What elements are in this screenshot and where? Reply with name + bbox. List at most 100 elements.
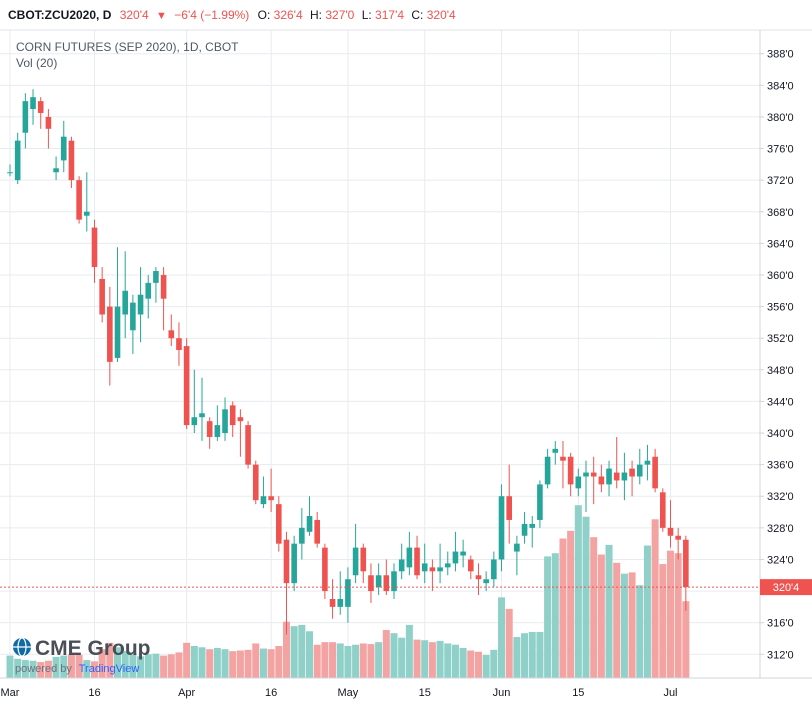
volume-bar xyxy=(60,655,68,678)
volume-bar xyxy=(467,650,475,678)
candle-body xyxy=(475,575,482,580)
candle-body xyxy=(644,460,651,465)
time-tick-label: 15 xyxy=(572,687,584,699)
volume-bar xyxy=(282,621,290,678)
volume-bar xyxy=(436,640,444,678)
volume-bar xyxy=(21,660,29,678)
candle-body xyxy=(606,468,612,485)
close-value: 320'4 xyxy=(427,8,456,22)
change-down-icon: ▼ xyxy=(156,10,167,22)
candle-body xyxy=(636,464,643,477)
series-legend[interactable]: CORN FUTURES (SEP 2020), 1D, CBOT xyxy=(16,40,239,54)
volume-bar xyxy=(666,550,674,678)
candle-body xyxy=(629,468,635,477)
candle-body xyxy=(621,472,628,481)
symbol[interactable]: CBOT:ZCU2020, D xyxy=(8,8,112,22)
volume-bar xyxy=(613,562,621,678)
volume-bar xyxy=(682,601,690,678)
volume-bar xyxy=(175,652,183,678)
candle-body xyxy=(137,294,144,315)
cme-logo: CME Group powered by TradingView xyxy=(13,637,151,675)
candle-body xyxy=(276,504,282,544)
volume-bar xyxy=(190,646,198,678)
volume-bar xyxy=(229,651,237,678)
candle-body xyxy=(506,496,512,520)
candle-body xyxy=(268,496,274,501)
candle-body xyxy=(199,413,205,418)
candle-body xyxy=(114,306,121,358)
volume-bar xyxy=(144,654,152,678)
volume-bar xyxy=(567,530,575,678)
candle-body xyxy=(45,116,52,129)
candle-body xyxy=(360,547,367,572)
time-tick-label: Jul xyxy=(663,687,677,699)
volume-bar xyxy=(390,633,398,678)
candle-body xyxy=(283,539,290,584)
cme-logo-text: CME Group xyxy=(35,637,151,660)
volume-bar xyxy=(29,660,37,678)
price-tick-label: 340'0 xyxy=(767,428,794,440)
candle-body xyxy=(53,168,59,173)
candle-body xyxy=(675,535,681,540)
candle-body xyxy=(529,523,536,528)
volume-bar xyxy=(306,631,314,678)
candle-body xyxy=(30,97,36,110)
volume-bar xyxy=(329,642,337,678)
volume-bar xyxy=(544,556,552,678)
volume-bar xyxy=(674,553,682,678)
volume-bar xyxy=(98,649,106,678)
price-tick-label: 356'0 xyxy=(767,302,794,314)
volume-bar xyxy=(37,662,45,678)
low-value: 317'4 xyxy=(375,8,404,22)
volume-bar xyxy=(121,651,129,678)
volume-bar xyxy=(597,554,605,678)
candle-body xyxy=(337,598,344,607)
volume-bar xyxy=(44,660,52,678)
candle-body xyxy=(306,516,313,532)
candle-body xyxy=(444,563,451,568)
volume-bar xyxy=(160,655,168,678)
price-tick-label: 384'0 xyxy=(767,80,794,92)
volume-bar xyxy=(90,661,98,678)
price-tick-label: 368'0 xyxy=(767,207,794,219)
time-tick-label: Jun xyxy=(493,687,511,699)
volume-bar xyxy=(137,656,145,678)
volume-bar xyxy=(551,553,559,678)
last-value: 320'4 xyxy=(120,8,149,22)
volume-bar xyxy=(482,654,490,678)
change-value: −6'4 (−1.99%) xyxy=(174,8,249,22)
price-tick-label: 364'0 xyxy=(767,238,794,250)
volume-legend[interactable]: Vol (20) xyxy=(16,56,57,70)
candle-body xyxy=(14,140,21,181)
candle-body xyxy=(375,575,382,588)
volume-bar xyxy=(183,642,191,678)
volume-bar xyxy=(375,642,383,678)
time-axis[interactable]: Mar 16 Apr 16 May 15 Jun 15 Jul xyxy=(1,687,678,699)
volume-bar xyxy=(605,544,613,678)
candle-body xyxy=(183,346,190,426)
candle-body xyxy=(222,409,228,434)
candle-body xyxy=(352,547,359,576)
candle-body xyxy=(583,472,589,477)
price-tick-label: 352'0 xyxy=(767,333,794,345)
candle-body xyxy=(667,527,674,536)
candle-body xyxy=(160,274,167,299)
volume-bar xyxy=(428,642,436,678)
candle-body xyxy=(552,448,559,453)
volume-bar xyxy=(582,516,590,678)
candle-body xyxy=(245,425,251,465)
volume-bar xyxy=(620,573,628,678)
candle-body xyxy=(260,496,267,505)
volume-bar xyxy=(590,537,598,678)
candle-body xyxy=(468,559,474,572)
candle-body xyxy=(567,456,574,485)
candle-body xyxy=(460,551,466,556)
price-tick-label: 376'0 xyxy=(767,144,794,156)
candle-body xyxy=(76,180,82,220)
candle-body xyxy=(329,598,336,607)
candle-body xyxy=(398,559,405,572)
volume-bar xyxy=(336,643,344,678)
candle-body xyxy=(429,567,436,572)
candle-body xyxy=(560,456,566,461)
